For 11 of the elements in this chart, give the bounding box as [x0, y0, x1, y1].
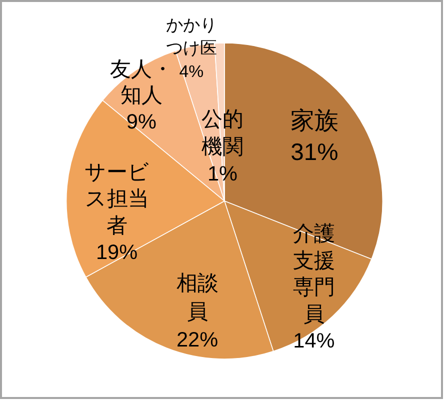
slice-label: 相談員 [176, 272, 218, 324]
data-label: 1% [207, 162, 238, 186]
slice-label: かかりつけ医 [166, 15, 217, 58]
data-label: 31% [290, 139, 338, 166]
slice-label: 友人・知人 [110, 58, 173, 108]
slice-label: 家族 [290, 108, 338, 134]
data-label: 9% [126, 110, 156, 134]
data-label: 14% [293, 330, 335, 353]
data-label: 4% [179, 62, 204, 81]
slice-label: サービス担当者 [84, 160, 150, 238]
data-label: 22% [176, 328, 218, 352]
